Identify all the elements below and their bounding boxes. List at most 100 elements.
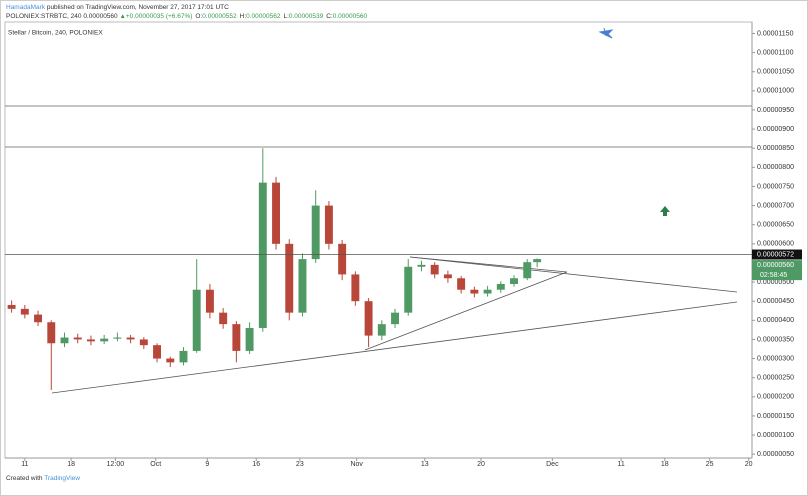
candle-body xyxy=(377,324,386,336)
y-tick-label: 0.00000600 xyxy=(757,241,794,248)
price: 0.00000560 xyxy=(83,13,118,20)
quote-label: L: xyxy=(283,13,289,20)
x-tick-label: 11 xyxy=(21,461,28,468)
candle-body xyxy=(470,289,479,294)
candle-body xyxy=(153,345,162,359)
quote-value: 0.00000539 xyxy=(289,13,324,20)
author: HamadaMark xyxy=(6,4,46,11)
last-price-label: 0.00000560 xyxy=(757,262,794,269)
candle-body xyxy=(457,278,466,290)
x-tick-label: 18 xyxy=(67,461,75,468)
candle-body xyxy=(364,301,373,336)
candle-body xyxy=(483,289,492,294)
trend-lines xyxy=(51,256,738,394)
candle-body xyxy=(232,324,241,351)
trend-line xyxy=(409,256,738,293)
quote-label: C: xyxy=(326,13,333,20)
x-tick-label: 11 xyxy=(617,461,624,468)
candle-body xyxy=(245,327,254,351)
candle-body xyxy=(298,259,307,313)
marker-label: 0.00000572 xyxy=(757,251,794,258)
quote-value: 0.00000552 xyxy=(202,13,237,20)
candle-body xyxy=(126,337,135,340)
candle-body xyxy=(86,339,95,342)
y-tick-label: 0.00000650 xyxy=(757,222,794,229)
countdown: 02:58:45 xyxy=(760,272,787,279)
candle-body xyxy=(272,182,281,244)
quote-label: H: xyxy=(240,13,247,20)
x-tick-label: 18 xyxy=(661,461,669,468)
trend-line xyxy=(51,301,738,394)
trend-line xyxy=(409,256,568,273)
x-tick-label: 20 xyxy=(477,461,485,468)
y-tick-label: 0.00000150 xyxy=(757,413,794,420)
y-tick-label: 0.00000350 xyxy=(757,336,794,343)
last-price-box xyxy=(752,260,802,281)
candle-body xyxy=(166,358,175,363)
header-line: HamadaMark published on TradingView.com,… xyxy=(6,4,229,11)
quote-label: O: xyxy=(195,13,202,20)
arrow-icon xyxy=(660,206,670,216)
x-tick-label: 16 xyxy=(252,461,260,468)
candle-body xyxy=(60,337,69,344)
y-tick-label: 0.00000250 xyxy=(757,375,794,382)
y-tick-label: 0.00001050 xyxy=(757,69,794,76)
y-tick-label: 0.00000800 xyxy=(757,164,794,171)
change: ▲+0.00000035 (+6.67%) xyxy=(119,13,192,20)
candle-body xyxy=(324,205,333,244)
candle-body xyxy=(258,182,267,328)
legend: Stellar / Bitcoin, 240, POLONIEX xyxy=(8,30,103,37)
plot: 0.00000050 0.00000100 0.00000150 0.00000200… xyxy=(5,30,802,468)
y-tick-label: 0.00000900 xyxy=(757,126,794,133)
y-tick-label: 0.00000500 xyxy=(757,279,794,286)
candle-body xyxy=(34,314,43,323)
candle-body xyxy=(496,283,505,290)
candle-body xyxy=(192,289,201,351)
y-tick-label: 0.00000850 xyxy=(757,145,794,152)
candle-body xyxy=(338,243,347,275)
x-tick-label: 25 xyxy=(706,461,714,468)
quote-value: 0.00000562 xyxy=(246,13,281,20)
footer: Created with TradingView xyxy=(6,475,80,482)
plane-icon xyxy=(598,27,614,39)
candle-body xyxy=(20,308,29,315)
symbol: POLONIEX:STRBTC, 240 xyxy=(6,13,82,20)
quote-value: 0.00000560 xyxy=(333,13,368,20)
y-tick-label: 0.00000400 xyxy=(757,317,794,324)
y-tick-label: 0.00000100 xyxy=(757,432,794,439)
candle-body xyxy=(404,266,413,313)
candle-body xyxy=(113,337,122,339)
candle-body xyxy=(219,312,228,325)
y-tick-label: 0.00000950 xyxy=(757,107,794,114)
brand: TradingView xyxy=(44,475,80,482)
y-tick-label: 0.00000750 xyxy=(757,183,794,190)
published: published on TradingView.com, November 2… xyxy=(47,4,229,11)
candle-body xyxy=(73,337,82,340)
y-tick-label: 0.00001150 xyxy=(757,30,794,37)
candle-body xyxy=(510,278,518,284)
x-tick-label: Oct xyxy=(150,461,161,468)
y-tick-label: 0.00000200 xyxy=(757,394,794,401)
x-tick-label: 9 xyxy=(205,461,209,468)
candle-body xyxy=(100,338,109,342)
candle-body xyxy=(523,262,532,279)
x-tick-label: Dec xyxy=(546,461,559,468)
marker-box xyxy=(752,249,802,260)
candle-body xyxy=(205,289,214,313)
created: Created with xyxy=(6,475,43,482)
candle-body xyxy=(7,305,16,309)
x-tick-label: 13 xyxy=(421,461,429,468)
candle-body xyxy=(443,274,452,279)
y-tick-label: 0.00001100 xyxy=(757,49,794,56)
x-tick-label: 20 xyxy=(745,461,753,468)
y-tick-label: 0.00000450 xyxy=(757,298,794,305)
candle-body xyxy=(430,264,439,275)
candle-body xyxy=(417,264,426,267)
y-tick-label: 0.00000300 xyxy=(757,355,794,362)
x-tick-label: 12:00 xyxy=(107,461,125,468)
candle-body xyxy=(47,322,56,344)
x-tick-label: Nov xyxy=(350,461,363,468)
